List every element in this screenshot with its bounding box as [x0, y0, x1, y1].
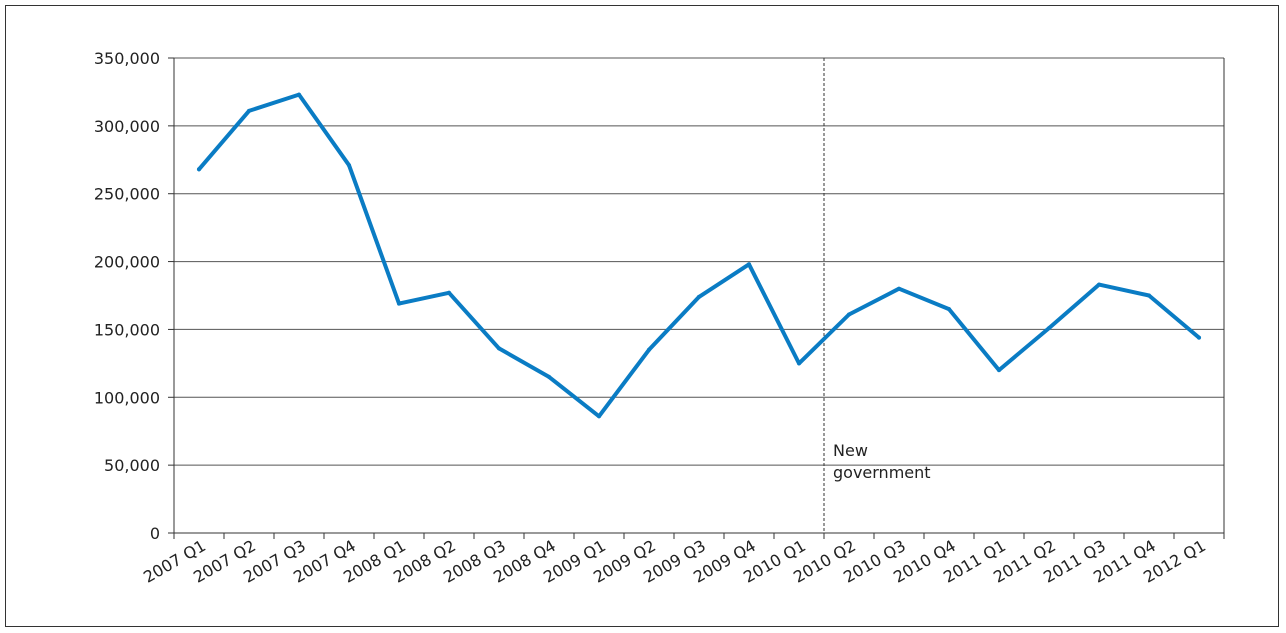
y-tick-label: 250,000	[94, 185, 160, 204]
annotation-group: New government	[823, 58, 931, 533]
annotation-label: government	[833, 463, 931, 482]
data-point	[997, 368, 1001, 373]
y-tick-label: 0	[150, 524, 160, 543]
y-tick-label: 350,000	[94, 49, 160, 68]
series-group	[197, 92, 1201, 419]
data-point	[247, 108, 251, 113]
y-tick-label: 300,000	[94, 117, 160, 136]
axes	[168, 57, 1225, 539]
data-point	[197, 167, 201, 172]
data-point	[697, 294, 701, 299]
y-tick-labels: 0 50,000 100,000 150,000 200,000 250,000 300,0…	[94, 49, 160, 543]
data-point	[747, 262, 751, 267]
data-point	[1047, 326, 1051, 331]
data-point	[897, 286, 901, 291]
chart-frame	[5, 5, 1279, 627]
data-point	[547, 374, 551, 379]
data-point	[1147, 293, 1151, 298]
series-line	[197, 92, 1201, 419]
data-point	[947, 307, 951, 312]
data-point	[447, 290, 451, 295]
data-point	[797, 361, 801, 366]
y-tick-label: 200,000	[94, 253, 160, 272]
data-point	[347, 163, 351, 168]
data-point	[297, 92, 301, 97]
y-tick-label: 50,000	[104, 456, 160, 475]
data-point	[647, 347, 651, 352]
data-point	[397, 301, 401, 306]
y-tick-label: 100,000	[94, 388, 160, 407]
data-point	[1197, 335, 1201, 340]
data-point	[847, 312, 851, 317]
data-point	[597, 414, 601, 419]
y-tick-label: 150,000	[94, 320, 160, 339]
annotation-label: New	[833, 441, 868, 460]
data-point	[497, 346, 501, 351]
data-point	[1097, 282, 1101, 287]
gridlines	[174, 57, 1224, 466]
